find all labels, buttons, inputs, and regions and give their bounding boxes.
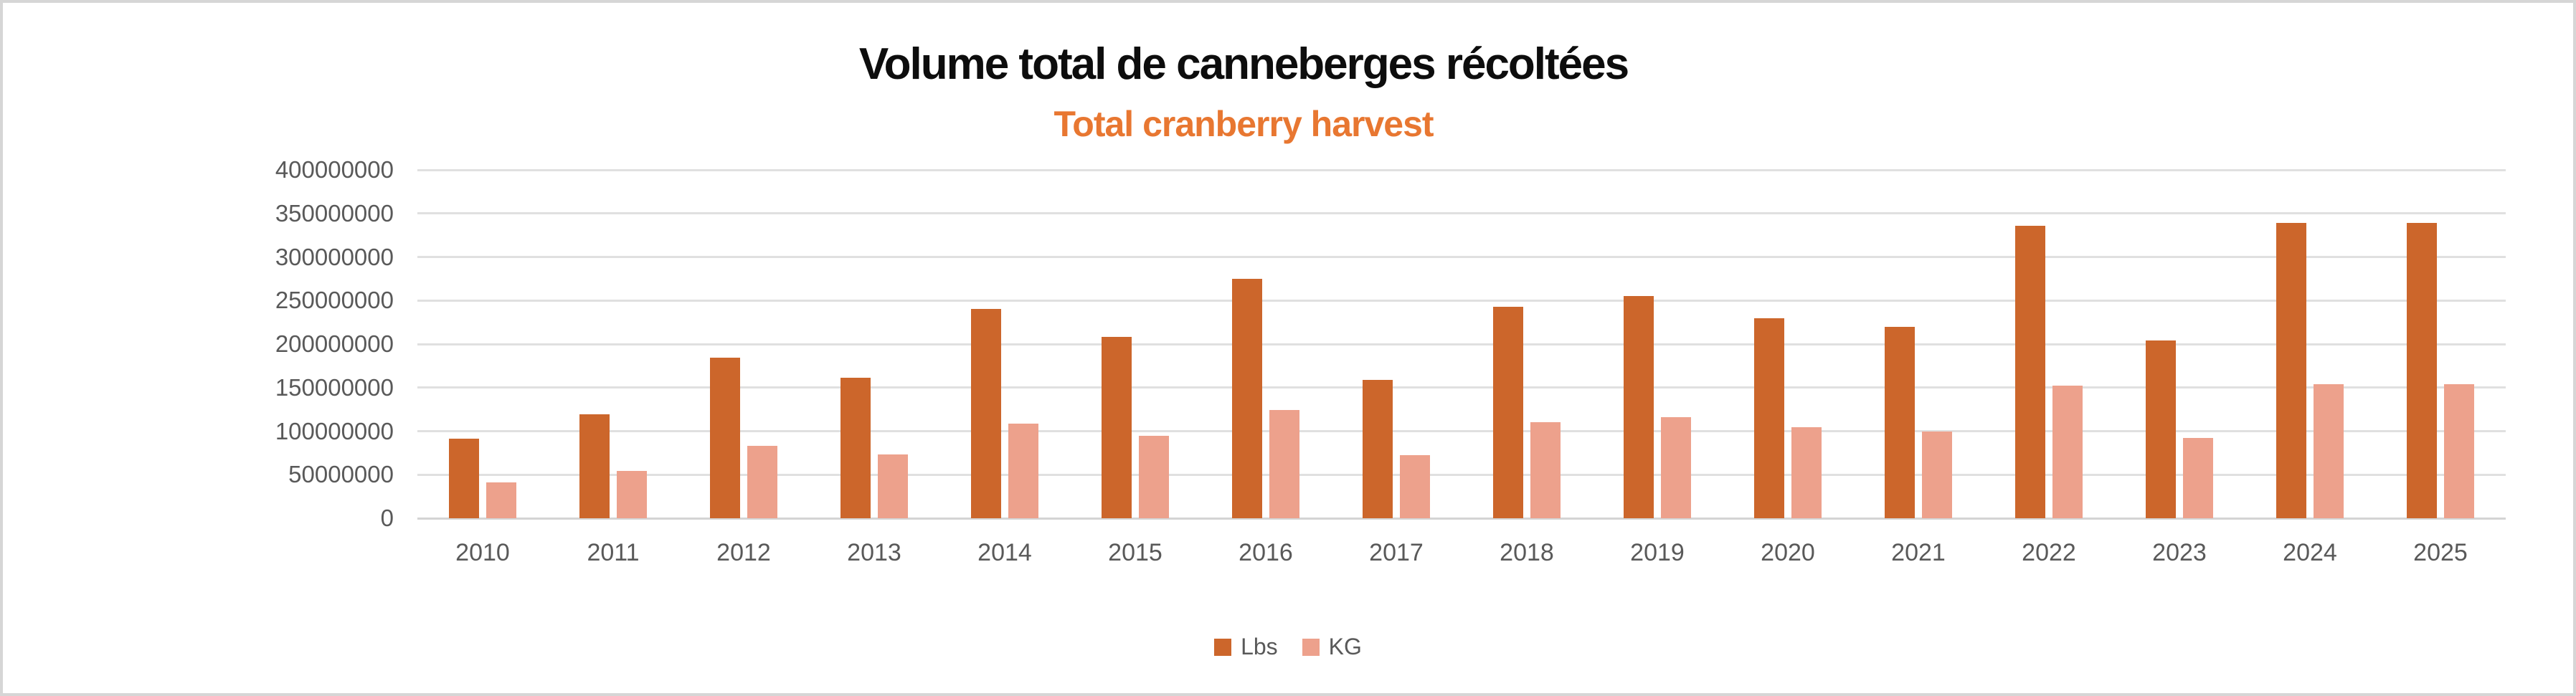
y-tick-label: 200000000: [275, 330, 394, 357]
chart-title: Volume total de canneberges récoltées: [858, 39, 1629, 89]
bar-kg: [2444, 384, 2474, 518]
bar-lbs: [449, 439, 479, 518]
gridline: [417, 386, 2506, 389]
bar-lbs: [2276, 223, 2306, 518]
bar-kg: [1400, 455, 1430, 518]
y-tick-label: 0: [380, 505, 394, 531]
gridline: [417, 430, 2506, 432]
bar-kg: [2183, 437, 2213, 518]
bar-lbs: [710, 358, 740, 518]
legend-item: Lbs: [1214, 634, 1278, 660]
legend-swatch-lbs: [1214, 638, 1232, 656]
chart-subtitle: Total cranberry harvest: [1053, 104, 1434, 145]
bar-group: [1462, 170, 1592, 518]
legend: Lbs KG: [3, 634, 2573, 660]
gridline: [417, 212, 2506, 215]
bar-group: [1070, 170, 1201, 518]
y-tick-label: 100000000: [275, 417, 394, 444]
bar-lbs: [2407, 223, 2437, 518]
bar-group: [939, 170, 1070, 518]
bar-kg: [1269, 409, 1299, 518]
x-tick-label: 2012: [716, 539, 771, 566]
bar-group: [678, 170, 809, 518]
title-block: Volume total de canneberges récoltées To…: [3, 39, 2484, 145]
bar-kg: [1139, 436, 1169, 518]
x-tick-label: 2020: [1761, 539, 1815, 566]
bar-lbs: [1493, 306, 1523, 518]
x-tick-label: 2017: [1369, 539, 1424, 566]
y-tick-label: 350000000: [275, 199, 394, 227]
legend-label: Lbs: [1241, 634, 1278, 659]
bar-lbs: [1885, 326, 1915, 518]
x-tick-label: 2011: [587, 539, 640, 566]
bar-lbs: [1363, 379, 1393, 518]
gridline: [417, 299, 2506, 302]
y-tick-label: 400000000: [275, 156, 394, 183]
x-tick-label: 2014: [977, 539, 1032, 566]
bar-group: [1201, 170, 1331, 518]
x-tick-label: 2022: [2022, 539, 2076, 566]
bar-lbs: [579, 414, 610, 518]
x-tick-label: 2021: [1891, 539, 1946, 566]
x-tick-label: 2018: [1500, 539, 1554, 566]
legend-item: KG: [1302, 634, 1362, 660]
bar-kg: [617, 471, 647, 518]
gridlines: [417, 168, 2506, 520]
y-tick-label: 50000000: [288, 461, 394, 488]
legend-swatch-kg: [1302, 638, 1320, 656]
x-tick-label: 2019: [1630, 539, 1685, 566]
y-axis-labels: 400000000 350000000 300000000 250000000 2000…: [3, 156, 394, 531]
bar-lbs: [840, 378, 871, 518]
bar-group: [2245, 170, 2375, 518]
bar-lbs: [1624, 296, 1654, 518]
bar-lbs: [2015, 225, 2045, 518]
gridline: [417, 343, 2506, 345]
bars-layer: [417, 170, 2506, 518]
bar-kg: [1530, 422, 1561, 518]
bar-lbs: [2146, 340, 2176, 518]
gridline: [417, 256, 2506, 258]
bar-kg: [1791, 427, 1822, 518]
gridline: [417, 473, 2506, 476]
bar-group: [1984, 170, 2114, 518]
x-tick-label: 2010: [455, 539, 510, 566]
bar-kg: [1661, 417, 1691, 518]
x-tick-label: 2016: [1239, 539, 1293, 566]
bar-kg: [1008, 423, 1038, 518]
bar-group: [1331, 170, 1462, 518]
legend-label: KG: [1328, 634, 1362, 659]
bar-group: [548, 170, 678, 518]
bar-group: [809, 170, 939, 518]
bar-kg: [1922, 431, 1952, 518]
bar-group: [2114, 170, 2245, 518]
x-axis-labels: 2010 2011 2012 2013 2014 2015 2016 2017 2018 2019…: [417, 539, 2506, 567]
y-tick-label: 300000000: [275, 243, 394, 270]
bar-kg: [2052, 385, 2083, 518]
bar-group: [1592, 170, 1723, 518]
bar-kg: [486, 482, 516, 518]
bar-kg: [878, 454, 908, 518]
x-tick-label: 2015: [1108, 539, 1162, 566]
bar-kg: [747, 445, 777, 518]
bar-lbs: [1102, 337, 1132, 518]
bar-lbs: [971, 309, 1001, 518]
bar-kg: [2314, 384, 2344, 518]
x-tick-label: 2024: [2283, 539, 2337, 566]
bar-group: [417, 170, 548, 518]
bar-group: [1723, 170, 1853, 518]
x-tick-label: 2023: [2152, 539, 2207, 566]
x-tick-label: 2013: [847, 539, 901, 566]
gridline: [417, 168, 2506, 171]
bar-lbs: [1754, 318, 1784, 518]
x-tick-label: 2025: [2413, 539, 2468, 566]
y-tick-label: 150000000: [275, 373, 394, 401]
plot-area: [417, 168, 2506, 520]
bar-group: [1853, 170, 1984, 518]
bar-lbs: [1232, 278, 1262, 518]
y-tick-label: 250000000: [275, 287, 394, 314]
bar-group: [2375, 170, 2506, 518]
gridline: [417, 517, 2506, 520]
